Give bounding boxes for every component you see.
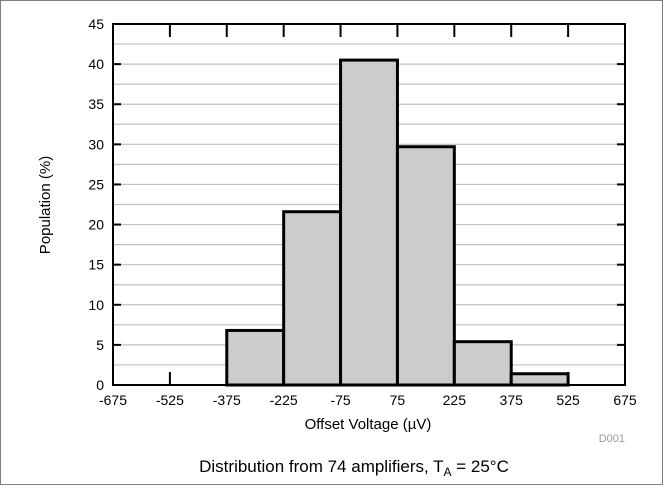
histogram-bar-4: [339, 58, 399, 387]
y-tick-label: 5: [96, 337, 104, 353]
y-tick-label: 0: [96, 377, 104, 393]
y-axis-title: Population (%): [37, 156, 54, 254]
plot-axes: [112, 23, 626, 386]
y-tick-label: 35: [88, 96, 104, 112]
histogram-bar-2: [225, 328, 286, 387]
caption: Distribution from 74 amplifiers, TA = 25…: [199, 457, 509, 479]
histogram-bar-7: [509, 372, 570, 387]
x-tick-label: 225: [443, 392, 467, 408]
x-tick-label: 525: [556, 392, 580, 408]
y-tick-label: 30: [88, 136, 104, 152]
tick-labels: -675 -525 -375 -225 -75 75 225 375 525 675 0 5 10 15 2…: [88, 16, 636, 408]
y-tick-label: 15: [88, 257, 104, 273]
caption-subscript: A: [444, 465, 452, 479]
caption-suffix: = 25°C: [452, 457, 509, 476]
y-tick-label: 45: [88, 16, 104, 32]
figure-id: D001: [599, 433, 625, 445]
y-tick-label: 25: [88, 176, 104, 192]
x-axis-title: Offset Voltage (µV): [305, 416, 432, 433]
x-tick-label: -75: [330, 392, 350, 408]
x-tick-label: 675: [613, 392, 637, 408]
y-tick-label: 10: [88, 297, 104, 313]
x-tick-label: -525: [156, 392, 184, 408]
histogram-bar-6: [452, 340, 513, 387]
y-tick-label: 40: [88, 56, 104, 72]
plot-border: [112, 23, 626, 386]
histogram-bar-5: [395, 145, 456, 387]
histogram-bar-3: [282, 210, 343, 387]
x-tick-label: 75: [390, 392, 406, 408]
x-tick-label: -225: [270, 392, 298, 408]
x-tick-label: 375: [500, 392, 524, 408]
caption-text: Distribution from 74 amplifiers, T: [199, 457, 443, 476]
histogram-bars: [225, 58, 570, 387]
x-tick-label: -675: [99, 392, 127, 408]
x-tick-label: -375: [213, 392, 241, 408]
y-tick-label: 20: [88, 217, 104, 233]
